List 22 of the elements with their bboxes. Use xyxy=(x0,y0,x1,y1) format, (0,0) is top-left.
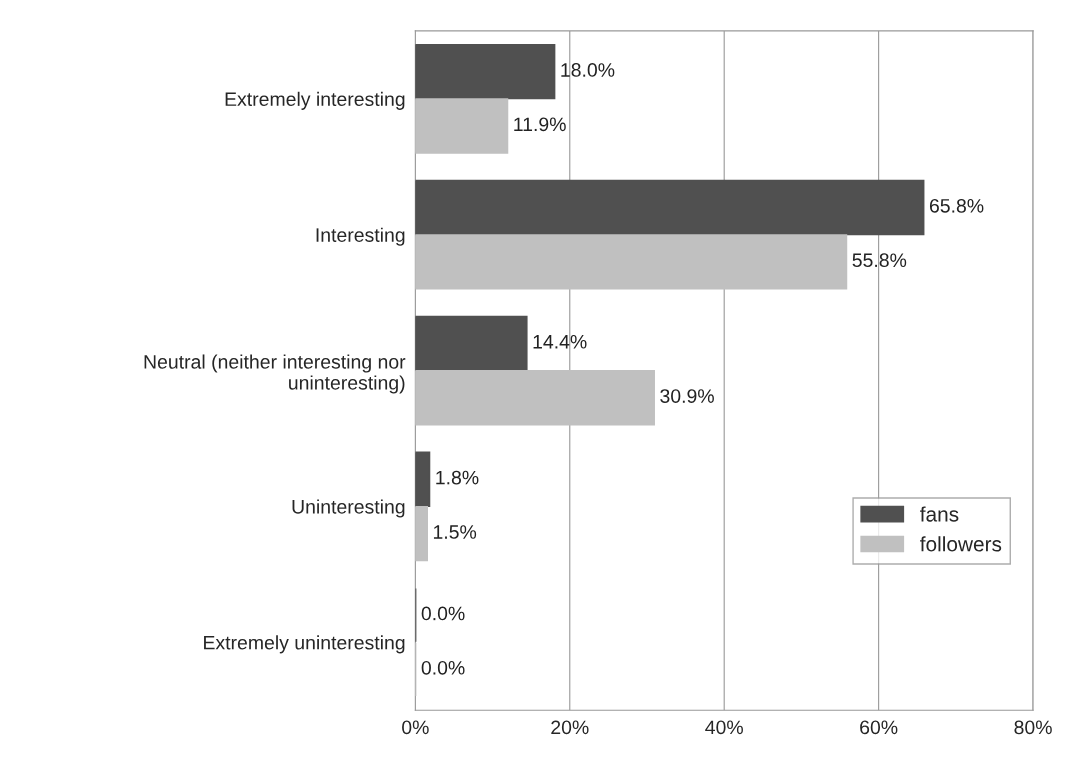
x-tick-label: 20% xyxy=(551,720,589,735)
x-tick-label: 0% xyxy=(402,720,429,735)
x-tick-label: 80% xyxy=(1014,720,1052,735)
data-label: 65.8% xyxy=(929,198,984,213)
y-tick-label: Neutral (neither interesting nor uninteresting) xyxy=(144,354,406,394)
data-label: 30.9% xyxy=(660,389,714,403)
data-label: 0.0% xyxy=(421,606,465,621)
x-tick-label: 60% xyxy=(860,720,898,735)
legend-label: fans xyxy=(920,506,959,522)
y-tick-label: Extremely uninteresting xyxy=(204,635,405,654)
x-tick-label: 40% xyxy=(705,720,743,735)
data-label: 55.8% xyxy=(852,253,907,268)
data-label: 0.0% xyxy=(421,660,465,675)
data-label: 11.9% xyxy=(514,117,566,132)
y-tick-label: Interesting xyxy=(316,227,405,246)
data-label: 18.0% xyxy=(561,63,615,77)
y-tick-label: Uninteresting xyxy=(292,499,405,518)
legend-label: followers xyxy=(920,536,1002,552)
data-label: 14.4% xyxy=(533,334,587,349)
data-label: 1.8% xyxy=(436,470,479,485)
data-label: 1.5% xyxy=(433,525,477,539)
y-tick-label: Extremely interesting xyxy=(225,91,405,110)
